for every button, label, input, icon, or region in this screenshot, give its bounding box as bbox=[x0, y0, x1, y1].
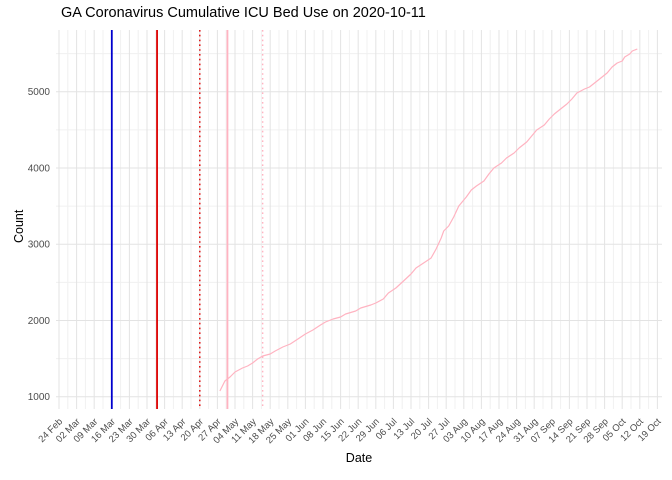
y-tick-label: 2000 bbox=[28, 316, 51, 327]
series-line-cumulative-icu-beds bbox=[219, 48, 638, 392]
x-axis-title: Date bbox=[345, 451, 373, 465]
y-tick-label: 3000 bbox=[28, 240, 51, 251]
y-tick-label: 4000 bbox=[28, 163, 51, 174]
chart-title: GA Coronavirus Cumulative ICU Bed Use on… bbox=[61, 5, 426, 21]
y-axis-title: Count bbox=[12, 209, 26, 243]
y-tick-label: 1000 bbox=[28, 392, 51, 403]
y-tick-label: 5000 bbox=[28, 87, 51, 98]
